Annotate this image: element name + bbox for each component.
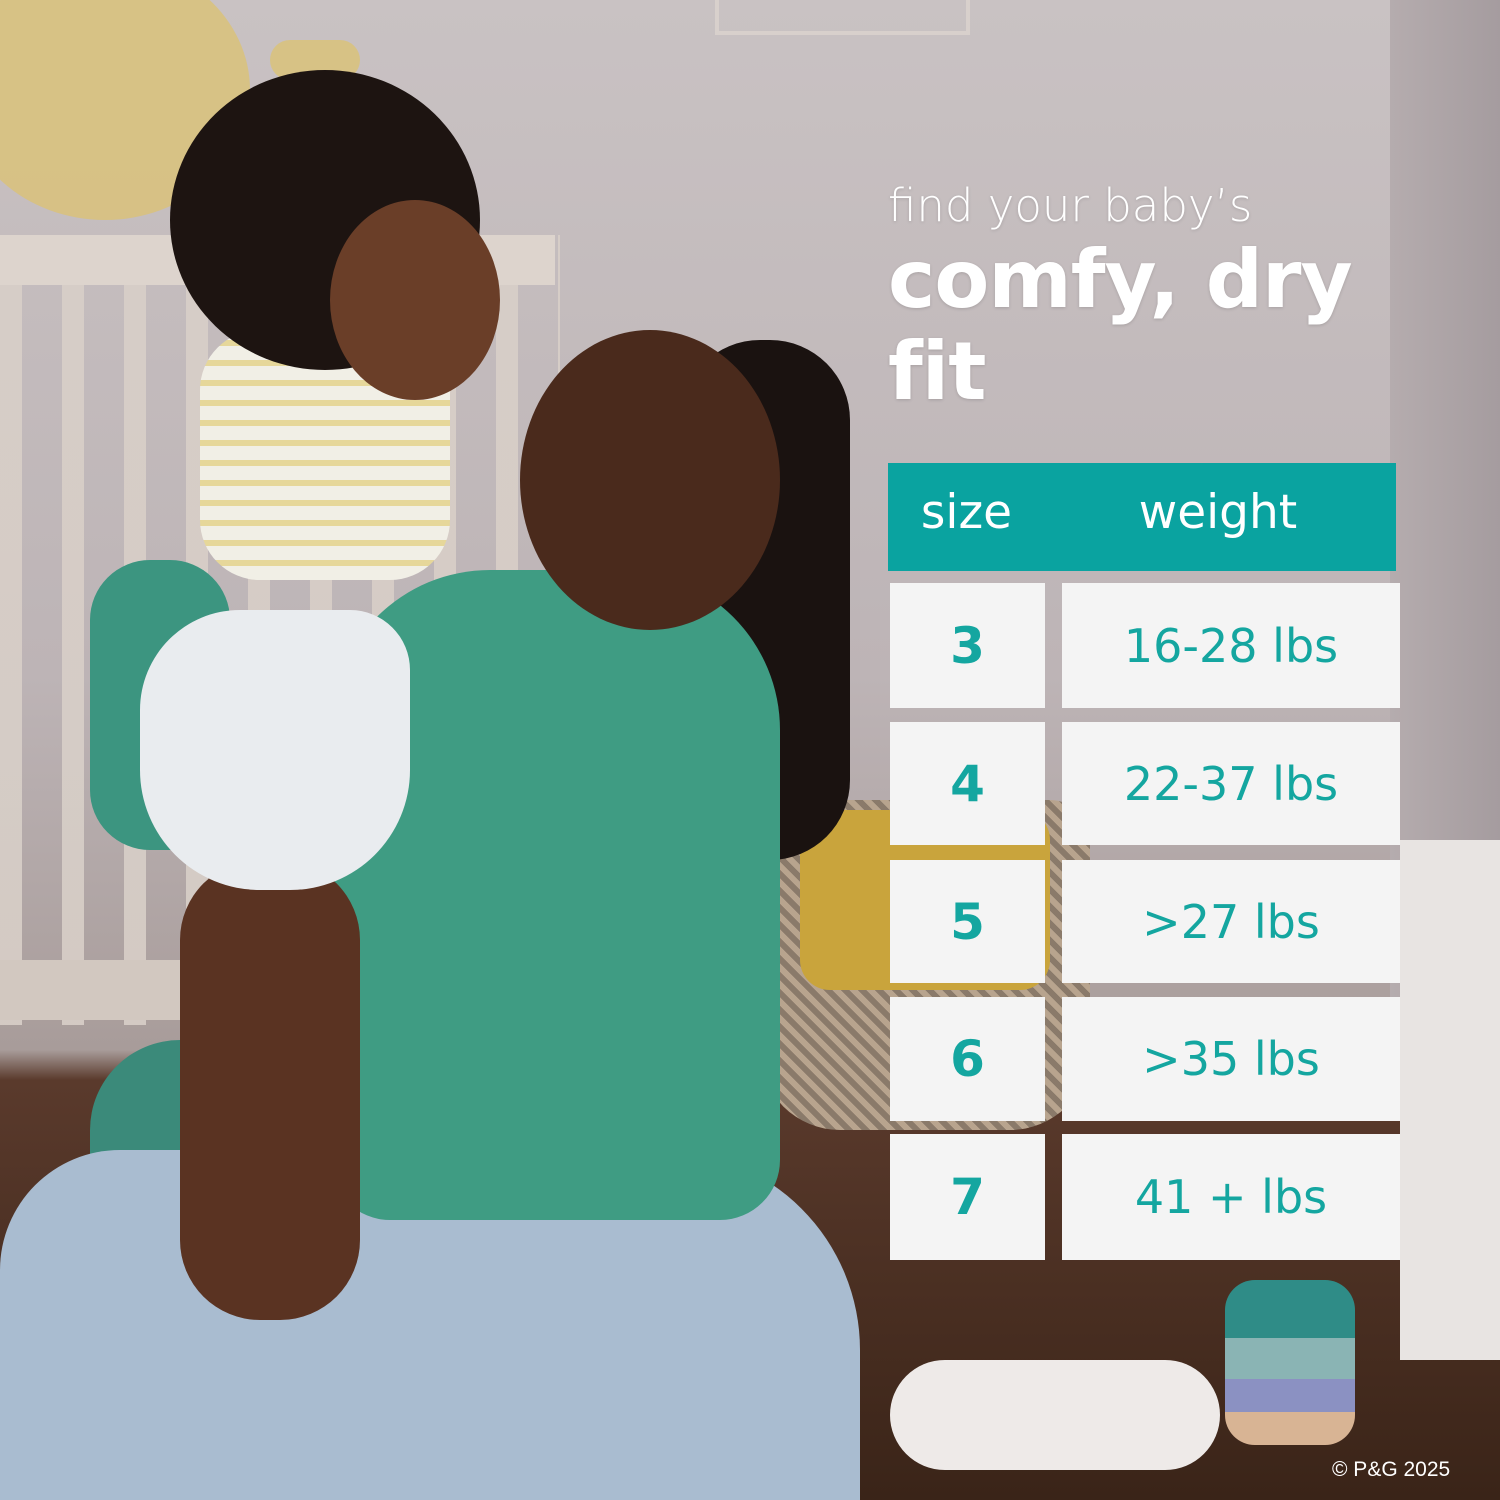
baby-diaper	[140, 610, 410, 890]
stacking-toy	[1225, 1280, 1355, 1445]
weight-cell: 22-37 lbs	[1062, 722, 1400, 845]
baby-legs	[180, 860, 360, 1320]
weight-cell: 41 + lbs	[1062, 1134, 1400, 1260]
size-cell: 7	[890, 1134, 1045, 1260]
size-cell: 3	[890, 583, 1045, 708]
header-weight: weight	[1138, 485, 1298, 540]
table-header: size weight	[888, 463, 1396, 571]
weight-cell: >27 lbs	[1062, 860, 1400, 983]
size-cell: 5	[890, 860, 1045, 983]
weight-cell: 16-28 lbs	[1062, 583, 1400, 708]
picture-frame	[715, 0, 970, 35]
sock	[890, 1360, 1220, 1470]
size-cell: 4	[890, 722, 1045, 845]
headline-bold: comfy, dry fit	[888, 233, 1353, 418]
dresser	[1400, 840, 1500, 1360]
mother-head	[520, 330, 780, 630]
wall	[1390, 0, 1500, 1000]
baby-face	[330, 200, 500, 400]
copyright: © P&G 2025	[1332, 1458, 1451, 1481]
header-size: size	[920, 485, 1013, 540]
headline: find your baby’s comfy, dry fit	[888, 178, 1408, 418]
headline-light: find your baby’s	[888, 179, 1253, 232]
weight-cell: >35 lbs	[1062, 997, 1400, 1121]
size-cell: 6	[890, 997, 1045, 1121]
